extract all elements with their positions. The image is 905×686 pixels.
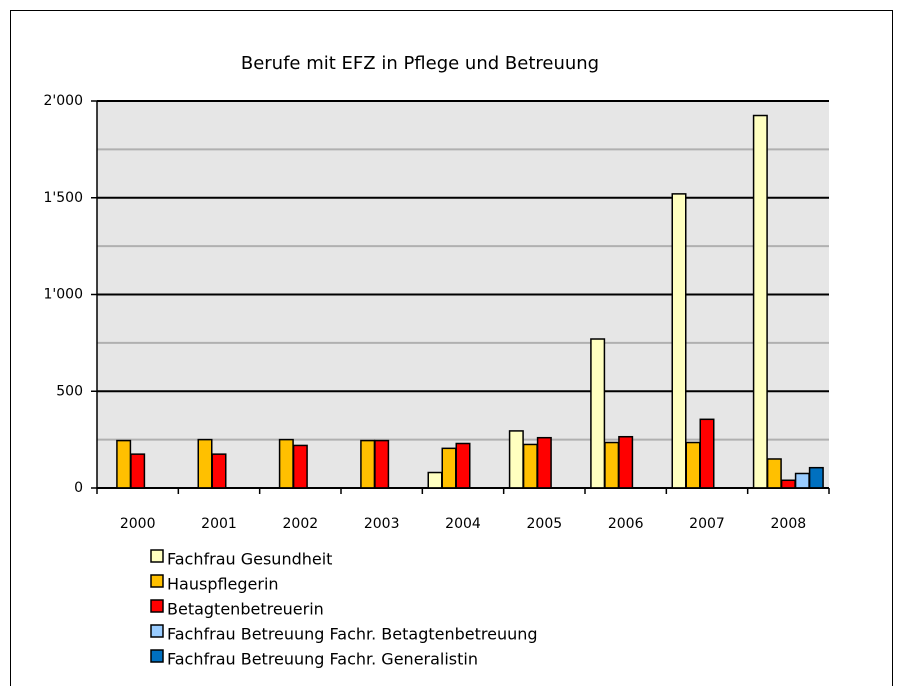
- legend-label: Fachfrau Gesundheit: [167, 550, 332, 569]
- x-tick-label: 2004: [445, 516, 481, 532]
- bar: [808, 466, 824, 489]
- bar: [374, 439, 390, 489]
- x-tick-label: 2003: [364, 516, 400, 532]
- y-tick-label: 2'000: [44, 93, 83, 109]
- legend-swatch: [150, 549, 164, 563]
- legend-swatch: [150, 599, 164, 613]
- bar: [685, 441, 701, 489]
- bar: [752, 114, 768, 489]
- bar: [116, 439, 132, 489]
- bar: [211, 453, 227, 489]
- bar: [794, 472, 810, 489]
- legend-swatch: [150, 624, 164, 638]
- bar: [618, 435, 634, 489]
- x-tick-label: 2008: [771, 516, 807, 532]
- bar: [455, 442, 471, 489]
- legend-swatch: [150, 649, 164, 663]
- bar: [278, 438, 294, 489]
- bar: [360, 439, 376, 489]
- legend-label: Fachfrau Betreuung Fachr. Betagtenbetreu…: [167, 625, 538, 644]
- x-tick-label: 2006: [608, 516, 644, 532]
- bar: [536, 436, 552, 489]
- y-tick-label: 500: [56, 383, 83, 399]
- bar: [604, 441, 620, 489]
- legend-label: Betagtenbetreuerin: [167, 600, 324, 619]
- bar: [292, 444, 308, 489]
- bar: [699, 418, 715, 489]
- bar: [671, 193, 687, 489]
- y-tick-label: 1'000: [44, 287, 83, 303]
- legend-label: Hauspflegerin: [167, 575, 279, 594]
- legend-swatch: [150, 574, 164, 588]
- bar: [522, 443, 538, 489]
- bar: [766, 458, 782, 489]
- bar: [590, 338, 606, 489]
- x-tick-label: 2005: [527, 516, 563, 532]
- chart-title: Berufe mit EFZ in Pflege und Betreuung: [241, 53, 599, 74]
- bar: [427, 471, 443, 489]
- bar: [780, 479, 796, 489]
- legend-label: Fachfrau Betreuung Fachr. Generalistin: [167, 650, 478, 669]
- x-tick-label: 2007: [689, 516, 725, 532]
- y-tick-label: 0: [74, 480, 83, 496]
- bar: [197, 438, 213, 489]
- y-tick-label: 1'500: [44, 190, 83, 206]
- x-tick-label: 2001: [201, 516, 237, 532]
- bar: [130, 453, 146, 489]
- x-tick-label: 2000: [120, 516, 156, 532]
- x-tick-label: 2002: [283, 516, 319, 532]
- bar: [508, 430, 524, 489]
- bar: [441, 447, 457, 489]
